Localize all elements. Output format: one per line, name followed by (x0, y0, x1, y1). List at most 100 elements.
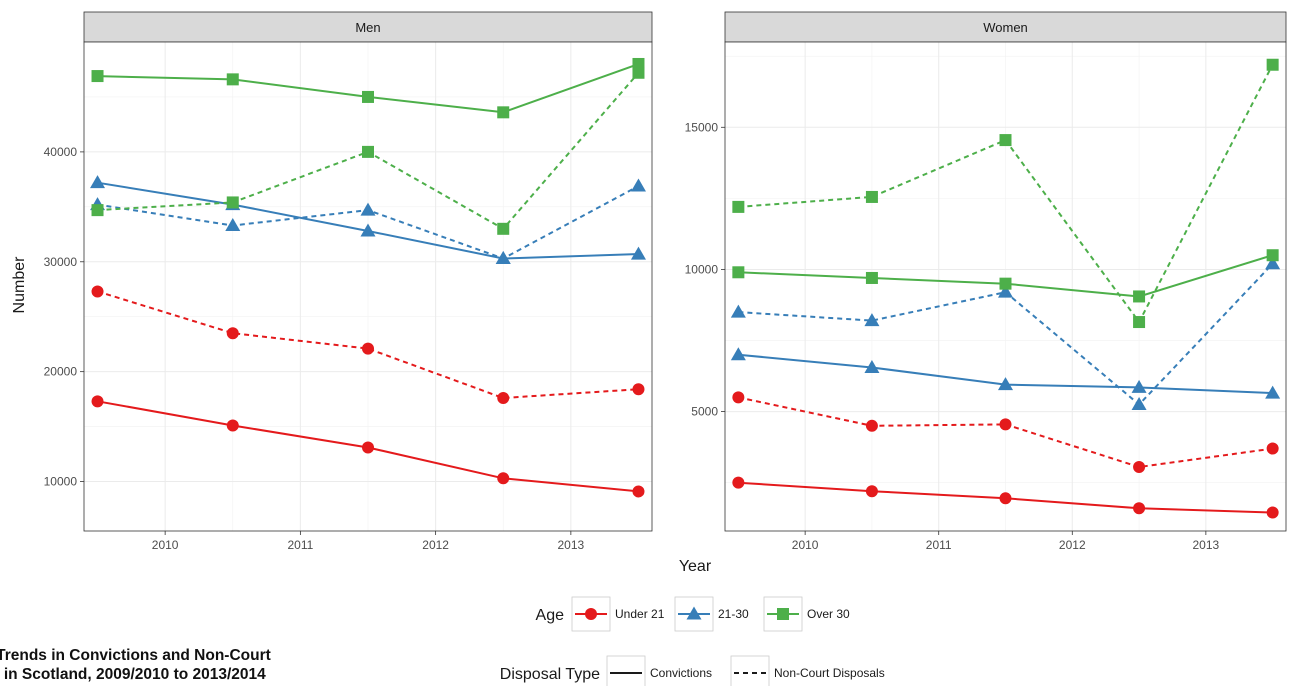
legend-key-box (730, 655, 770, 686)
data-point-over-30-non-court-disposals (497, 222, 510, 235)
y-tick-label: 15000 (685, 120, 719, 134)
data-point-over-30-convictions (732, 266, 745, 279)
data-point-21-30-non-court-disposals (495, 250, 511, 264)
data-point-21-30-convictions (90, 175, 106, 189)
x-tick-label: 2010 (792, 538, 819, 552)
caption-line-2: als in Scotland, 2009/2010 to 2013/2014 (0, 666, 266, 683)
y-tick-label: 40000 (44, 145, 78, 159)
panel-border (724, 41, 1287, 532)
data-point-under-21-non-court-disposals (632, 383, 645, 396)
panel-title: Women (983, 20, 1028, 35)
legend-key-marker-under-21 (585, 608, 597, 620)
data-point-under-21-convictions (362, 441, 374, 454)
data-point-under-21-convictions (497, 472, 510, 485)
caption-line-1: 2: Trends in Convictions and Non-Court (0, 647, 271, 664)
y-tick-label: 20000 (44, 365, 78, 379)
data-point-over-30-non-court-disposals (1266, 58, 1279, 71)
data-point-under-21-convictions (999, 492, 1012, 505)
data-point-under-21-non-court-disposals (1266, 442, 1279, 455)
data-point-over-30-convictions (999, 277, 1012, 290)
panel-title: Men (355, 20, 380, 35)
data-point-21-30-convictions (1265, 385, 1281, 399)
y-axis-title: Number (11, 256, 28, 314)
data-point-21-30-convictions (864, 360, 880, 374)
legend-label-under-21: Under 21 (615, 607, 665, 621)
legend-key-marker-over-30 (777, 608, 789, 620)
data-point-under-21-convictions (865, 485, 878, 498)
legend-key-box (606, 655, 646, 686)
x-axis-title: Year (679, 558, 712, 575)
data-point-21-30-convictions (1131, 379, 1147, 393)
panel-strip (83, 11, 653, 43)
panel-border (83, 41, 653, 532)
data-point-under-21-non-court-disposals (1133, 461, 1146, 474)
data-point-under-21-non-court-disposals (865, 419, 878, 432)
series-line-under-21-non-court-disposals (97, 290, 639, 399)
legend-label-convictions: Convictions (650, 666, 712, 680)
data-point-over-30-non-court-disposals (632, 66, 645, 79)
x-tick-label: 2012 (1059, 538, 1086, 552)
legend-title-age: Age (536, 607, 565, 624)
data-point-21-30-non-court-disposals (730, 304, 746, 318)
data-point-21-30-non-court-disposals (630, 178, 646, 192)
x-tick-label: 2012 (422, 538, 449, 552)
data-point-under-21-convictions (1266, 506, 1279, 519)
y-tick-label: 30000 (44, 255, 78, 269)
data-point-over-30-convictions (497, 106, 510, 119)
data-point-over-30-non-court-disposals (226, 196, 239, 209)
data-point-under-21-non-court-disposals (362, 342, 374, 355)
y-tick-label: 10000 (685, 262, 719, 276)
data-point-21-30-non-court-disposals (864, 313, 880, 327)
x-tick-label: 2010 (152, 538, 179, 552)
data-point-under-21-non-court-disposals (226, 327, 239, 340)
data-point-under-21-convictions (226, 419, 239, 432)
data-point-21-30-convictions (730, 347, 746, 361)
data-point-over-30-non-court-disposals (732, 200, 745, 213)
data-point-under-21-non-court-disposals (999, 418, 1012, 431)
data-point-21-30-non-court-disposals (998, 284, 1013, 298)
data-point-over-30-convictions (1133, 290, 1146, 303)
data-point-21-30-convictions (998, 377, 1013, 391)
data-point-over-30-convictions (91, 70, 104, 83)
y-tick-label: 10000 (44, 475, 78, 489)
data-point-over-30-convictions (632, 57, 645, 70)
legend: Age Under 21 21-30 Over 30 Disposal Type Conv… (500, 596, 885, 686)
data-point-over-30-convictions (865, 271, 878, 284)
data-point-under-21-convictions (91, 395, 104, 408)
panel-women: Women 2010 2011 2012 2013 5000 10000 15000 (685, 11, 1287, 552)
data-point-21-30-convictions (360, 223, 376, 237)
data-point-over-30-non-court-disposals (91, 204, 104, 217)
data-point-21-30-convictions (630, 246, 646, 260)
data-point-under-21-non-court-disposals (732, 391, 745, 404)
data-point-under-21-non-court-disposals (497, 392, 510, 405)
x-tick-label: 2013 (558, 538, 585, 552)
figure-caption: 2: Trends in Convictions and Non-Court a… (0, 646, 271, 684)
data-point-21-30-non-court-disposals (225, 218, 241, 232)
y-tick-label: 5000 (691, 405, 718, 419)
data-point-over-30-non-court-disposals (1133, 316, 1146, 329)
x-tick-label: 2011 (926, 538, 952, 552)
data-point-21-30-non-court-disposals (360, 202, 376, 216)
data-point-under-21-convictions (1133, 502, 1146, 515)
data-point-over-30-convictions (1266, 249, 1279, 262)
data-point-21-30-non-court-disposals (1265, 256, 1281, 270)
data-point-over-30-non-court-disposals (999, 134, 1012, 147)
data-point-over-30-convictions (362, 90, 374, 103)
data-point-21-30-non-court-disposals (1131, 396, 1147, 410)
data-point-under-21-convictions (732, 476, 745, 489)
x-tick-label: 2011 (287, 538, 313, 552)
legend-key-marker-21-30 (686, 606, 702, 620)
x-tick-label: 2013 (1193, 538, 1220, 552)
panel-strip (724, 11, 1287, 43)
data-point-over-30-non-court-disposals (362, 145, 374, 158)
legend-title-disposal-type: Disposal Type (500, 666, 600, 683)
legend-label-over-30: Over 30 (807, 607, 850, 621)
data-point-under-21-non-court-disposals (91, 285, 104, 298)
data-point-over-30-non-court-disposals (865, 190, 878, 203)
data-point-over-30-convictions (226, 73, 239, 86)
panels: Men 2010 2011 2012 2013 10000 20000 30000 40000 W… (44, 11, 1287, 552)
legend-label-21-30: 21-30 (718, 607, 749, 621)
legend-label-non-court-disposals: Non-Court Disposals (774, 666, 885, 680)
panel-men: Men 2010 2011 2012 2013 10000 20000 30000 40000 (44, 11, 653, 552)
